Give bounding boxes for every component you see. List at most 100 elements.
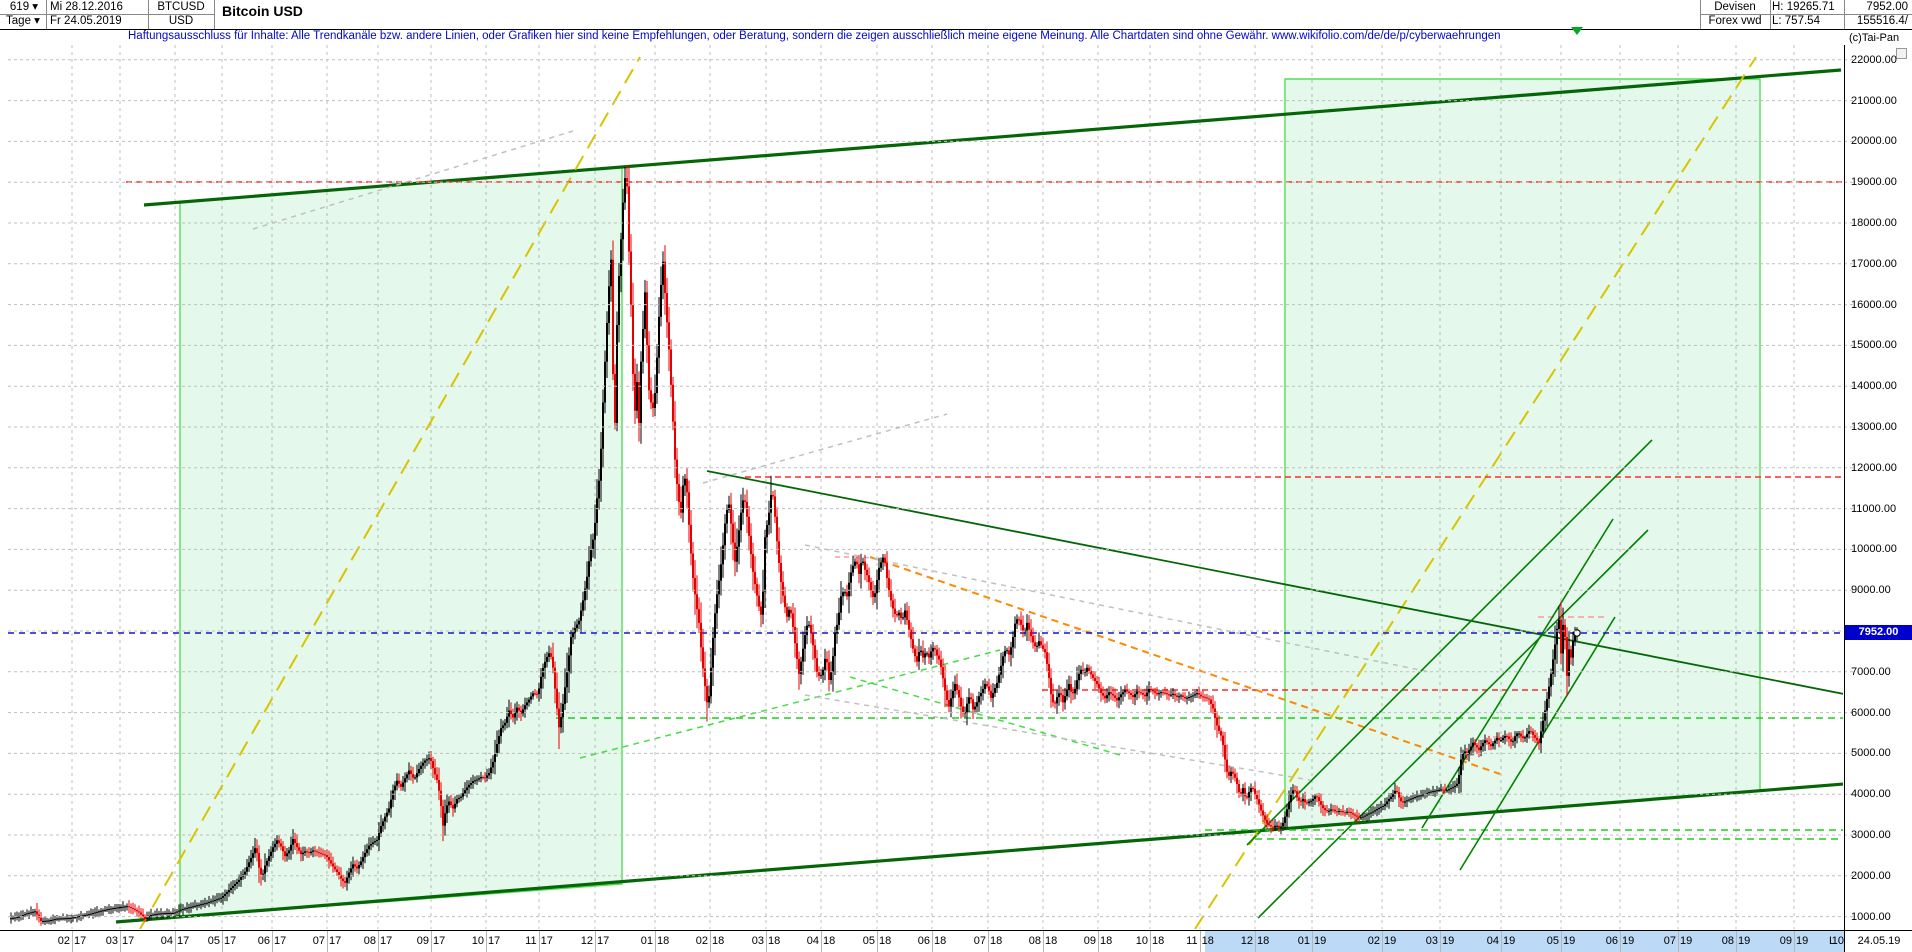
- x-tick-label: 02 18: [695, 935, 725, 947]
- divider: [1700, 14, 1912, 15]
- high-value: H: 19265.71: [1772, 1, 1835, 13]
- green-dash-desc: [849, 676, 1121, 756]
- chart-layers: [8, 45, 1843, 929]
- x-tick-label: 04 17: [160, 935, 190, 947]
- x-axis[interactable]: 02 17 03 17 04 17 05 17 06 17 07 17 08 17 09 17 10 17 11 17…: [0, 930, 1912, 952]
- fan-up-3: [1421, 518, 1614, 829]
- x-tick-label: 12 18: [1240, 935, 1270, 947]
- date-to[interactable]: Fr 24.05.2019: [50, 15, 122, 27]
- x-tick: [1501, 931, 1502, 952]
- x-tick: [877, 931, 878, 952]
- x-tick-label: 05 18: [862, 935, 892, 947]
- x-tick: [1561, 931, 1562, 952]
- x-tick-label: 07 19: [1663, 935, 1693, 947]
- green-dash-asc: [579, 649, 1001, 759]
- y-tick-label: 1000.00: [1851, 910, 1891, 923]
- yellow-accel-2019: [1194, 56, 1757, 929]
- x-tick: [1382, 931, 1383, 952]
- y-tick-label: 12000.00: [1851, 461, 1897, 474]
- x-tick: [988, 931, 989, 952]
- x-tick-label: 02 19: [1367, 935, 1397, 947]
- y-tick-label: 6000.00: [1851, 706, 1891, 719]
- channel-zone-2019: [1284, 78, 1761, 830]
- lower-channel: [115, 782, 1843, 924]
- x-tick: [175, 931, 176, 952]
- gray-dash-desc-1: [804, 544, 1431, 673]
- candles: [10, 165, 1578, 926]
- x-tick-label: 04 18: [806, 935, 836, 947]
- y-tick-label: 15000.00: [1851, 339, 1897, 352]
- x-tick: [1043, 931, 1044, 952]
- y-tick-label: 2000.00: [1851, 869, 1891, 882]
- channel-zone-2017: [179, 166, 623, 918]
- x-tick: [1678, 931, 1679, 952]
- last-price-value: 7952.00: [1866, 1, 1908, 13]
- date-from[interactable]: Mi 28.12.2016: [50, 1, 123, 13]
- bars-count-dropdown[interactable]: 619 ▾: [9, 1, 39, 13]
- last-bar-triangle: [1571, 27, 1583, 35]
- x-tick-label: 09 17: [416, 935, 446, 947]
- x-tick: [1098, 931, 1099, 952]
- x-tick-label: 07 18: [973, 935, 1003, 947]
- fan-up-1: [1246, 439, 1653, 846]
- low-value: L: 757.54: [1772, 15, 1820, 27]
- x-tick-label: 05 19: [1546, 935, 1576, 947]
- y-tick-label: 14000.00: [1851, 380, 1897, 393]
- x-axis-selection-highlight: [1205, 931, 1844, 952]
- x-tick-label: 12 17: [580, 935, 610, 947]
- yellow-accel-2017: [139, 56, 641, 929]
- x-tick-label: 08 17: [363, 935, 393, 947]
- x-tick-label: 11 18: [1186, 935, 1214, 947]
- y-tick-label: 17000.00: [1851, 257, 1897, 270]
- x-tick: [222, 931, 223, 952]
- x-tick-label: 06 18: [917, 935, 947, 947]
- orange-downtrend: [869, 556, 1501, 775]
- symbol-label: BTCUSD: [157, 1, 205, 13]
- x-tick-label: 11 17: [525, 935, 553, 947]
- last-bar-label: L: [1829, 935, 1836, 947]
- y-tick-label: 9000.00: [1851, 584, 1891, 597]
- fan-up-2: [1257, 529, 1649, 919]
- x-tick-label: 06 17: [257, 935, 287, 947]
- x-tick-label: 10 17: [471, 935, 501, 947]
- y-axis-divider: [1844, 45, 1845, 952]
- period-dropdown[interactable]: Tage ▾: [6, 15, 40, 27]
- page-title: Bitcoin USD: [222, 3, 303, 19]
- x-tick: [431, 931, 432, 952]
- source-label: Forex vwd: [1708, 15, 1762, 27]
- disclaimer-text: Haftungsausschluss für Inhalte: Alle Tre…: [128, 30, 1501, 42]
- resize-handle-icon[interactable]: [1896, 48, 1907, 59]
- x-tick-label: 02 17: [57, 935, 87, 947]
- x-tick: [1440, 931, 1441, 952]
- x-tick: [821, 931, 822, 952]
- x-tick: [766, 931, 767, 952]
- category-label: Devisen: [1714, 1, 1756, 13]
- chevron-down-icon: ▾: [32, 1, 39, 13]
- y-tick-label: 13000.00: [1851, 421, 1897, 433]
- y-tick-label: 10000.00: [1851, 543, 1897, 556]
- x-tick: [72, 931, 73, 952]
- x-tick: [1736, 931, 1737, 952]
- y-tick-label: 18000.00: [1851, 217, 1897, 229]
- x-tick-label: 03 19: [1425, 935, 1455, 947]
- current-price-badge: 7952.00: [1845, 625, 1912, 640]
- y-tick-label: 5000.00: [1851, 747, 1891, 760]
- y-tick-label: 19000.00: [1851, 176, 1897, 189]
- x-tick-label: 08 18: [1028, 935, 1058, 947]
- y-tick-label: 20000.00: [1851, 135, 1897, 148]
- x-tick-label: 07 17: [312, 935, 342, 947]
- copyright-label: (c)Tai-Pan: [1849, 32, 1900, 44]
- x-tick-label: 01 18: [640, 935, 670, 947]
- y-tick-label: 11000.00: [1851, 502, 1897, 515]
- x-tick: [655, 931, 656, 952]
- x-tick: [1255, 931, 1256, 952]
- y-tick-label: 7000.00: [1851, 665, 1891, 678]
- x-tick-label: 06 19: [1605, 935, 1635, 947]
- x-tick: [1150, 931, 1151, 952]
- divider: [0, 14, 214, 15]
- x-tick-label: 03 18: [751, 935, 781, 947]
- y-tick-label: 16000.00: [1851, 298, 1897, 311]
- x-tick-label: 05 17: [207, 935, 237, 947]
